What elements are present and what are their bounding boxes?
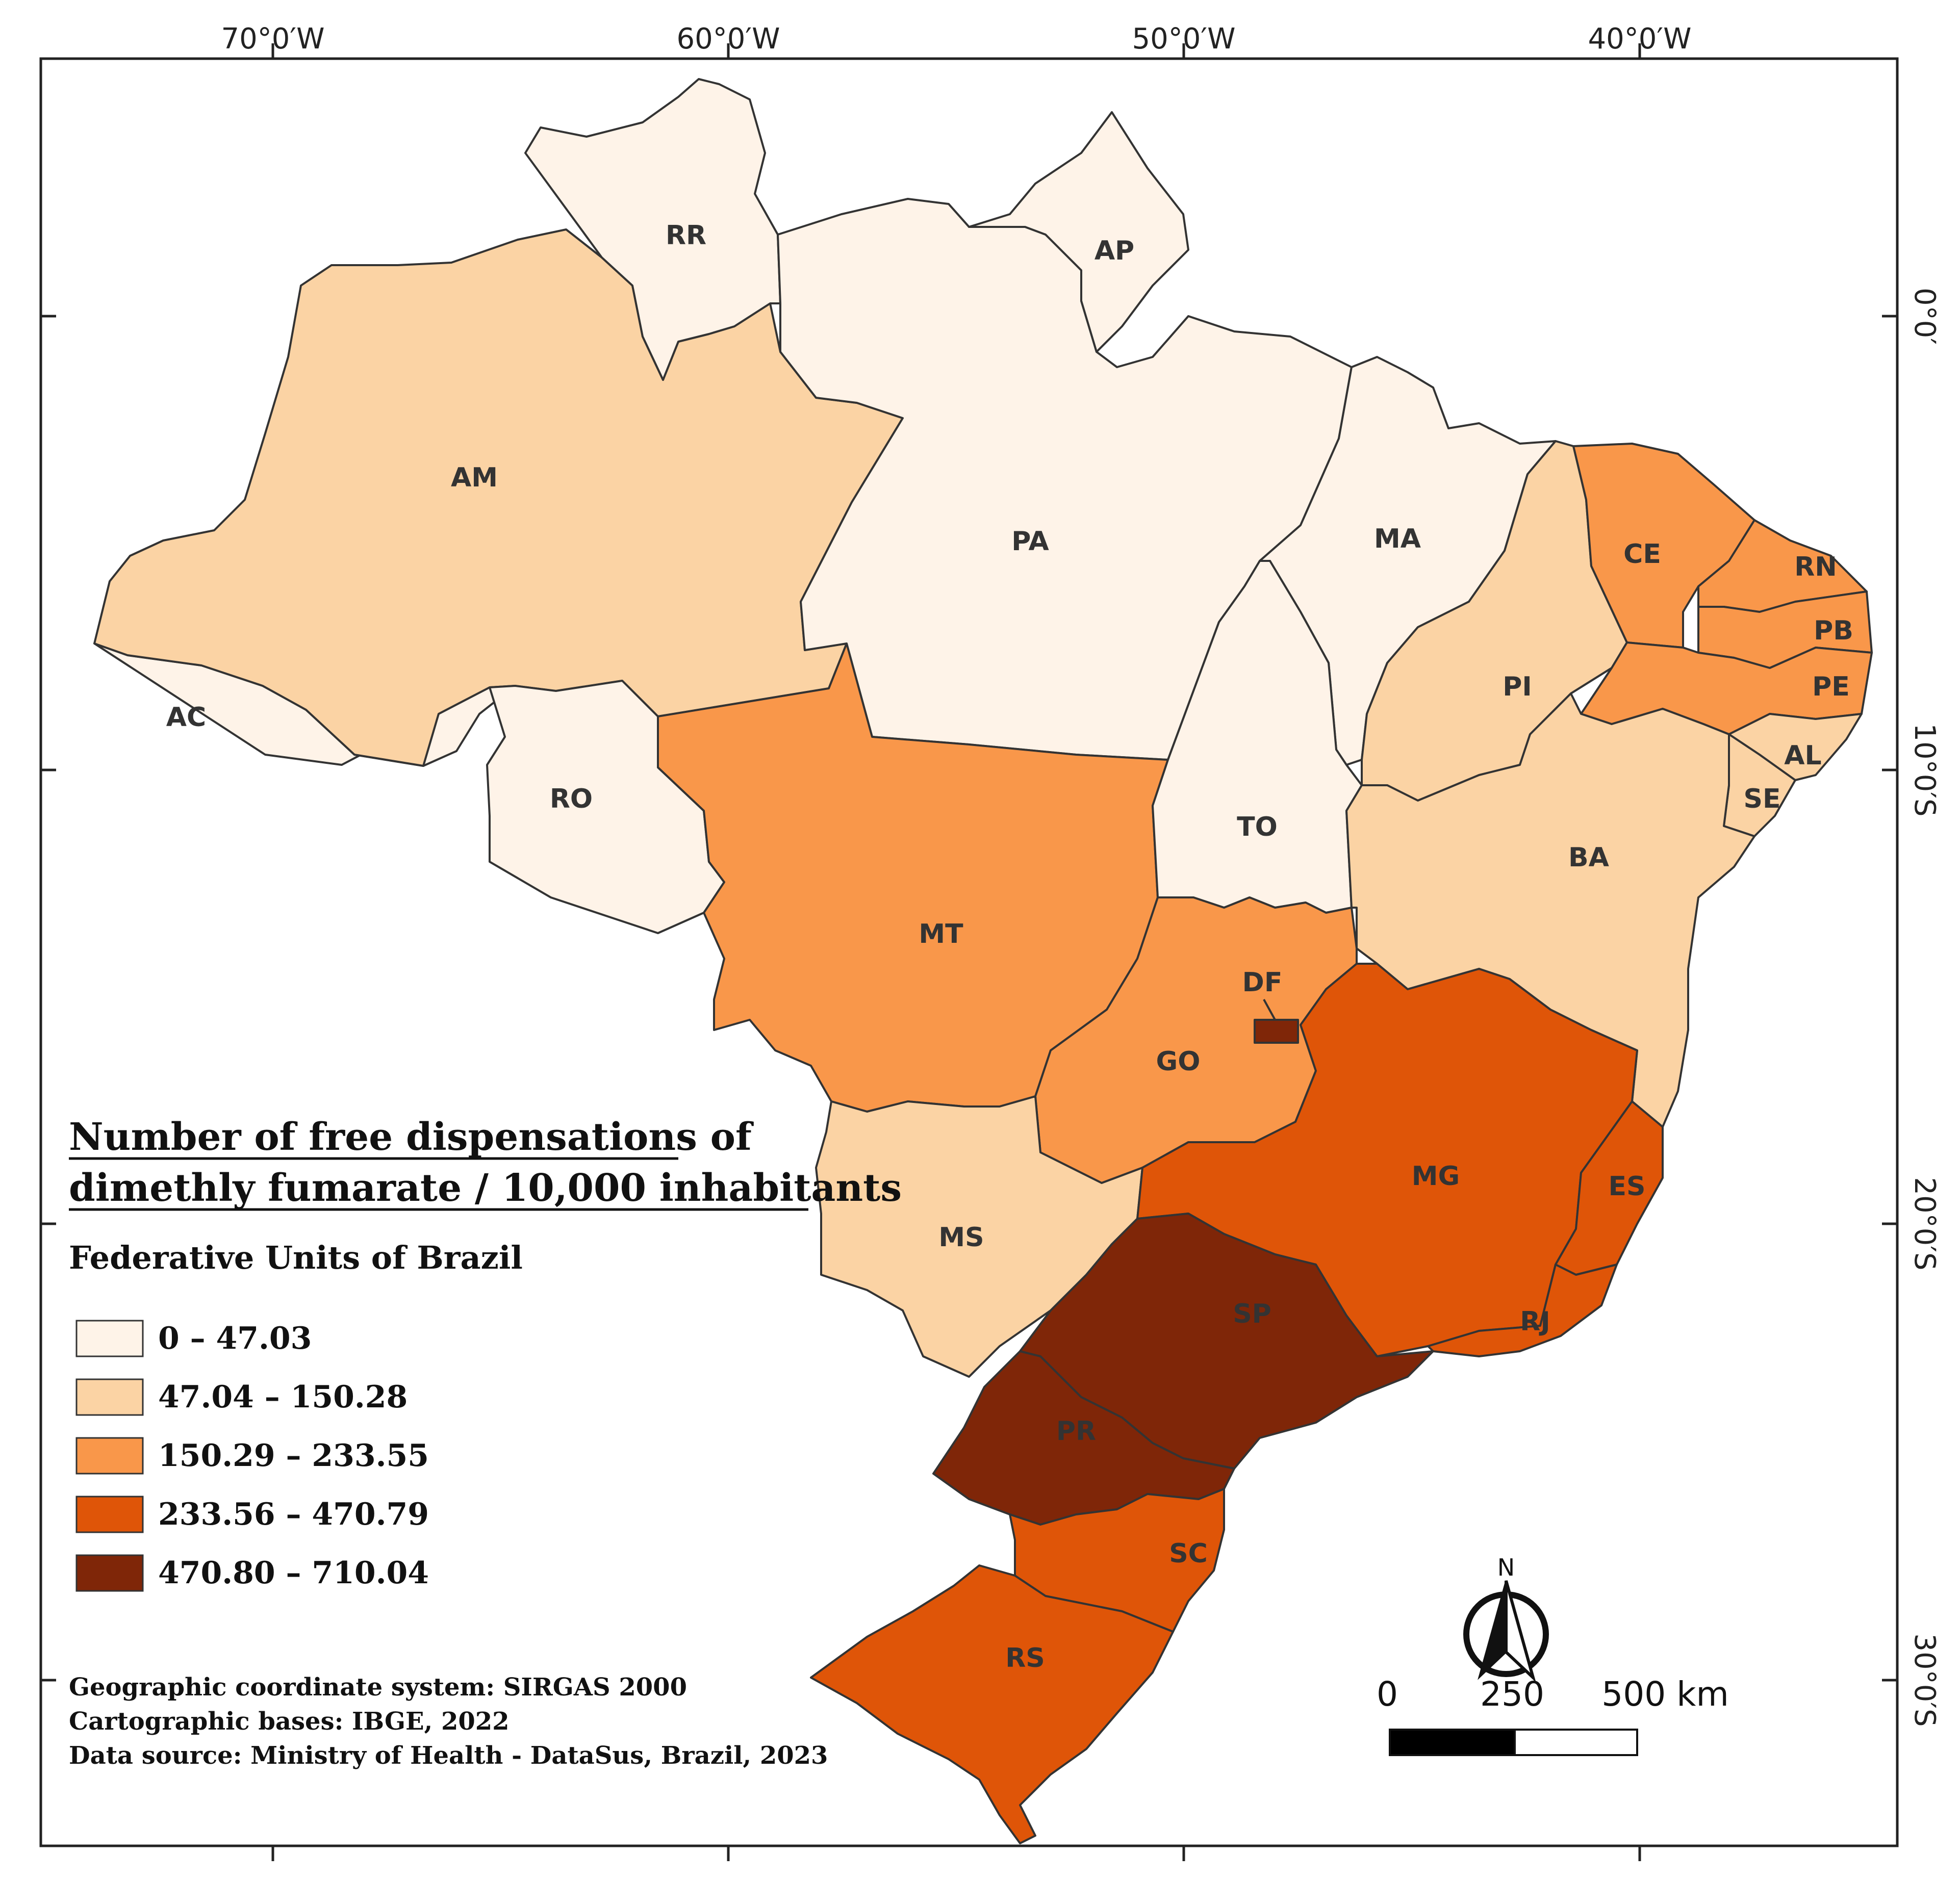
legend-title-line2: dimethly fumarate / 10,000 inhabitants xyxy=(69,1166,902,1210)
scale-bar-white-segment xyxy=(1514,1729,1638,1756)
longitude-label-40w: 40°0′W xyxy=(1588,22,1692,56)
state-label-sp: SP xyxy=(1233,1299,1271,1329)
state-df xyxy=(1254,1019,1299,1044)
legend: Number of free dispensations of dimethly… xyxy=(69,1115,902,1592)
state-rr xyxy=(524,78,781,381)
state-label-rs: RS xyxy=(1005,1643,1045,1674)
state-label-pi: PI xyxy=(1503,672,1532,702)
state-label-pe: PE xyxy=(1812,672,1850,702)
legend-subtitle: Federative Units of Brazil xyxy=(69,1239,523,1276)
state-label-ce: CE xyxy=(1623,539,1661,570)
state-label-rn: RN xyxy=(1794,552,1837,582)
state-label-ms: MS xyxy=(938,1222,984,1253)
state-label-rr: RR xyxy=(666,220,706,251)
legend-swatch xyxy=(75,1554,144,1592)
legend-swatch xyxy=(75,1320,144,1357)
state-label-mg: MG xyxy=(1412,1161,1460,1192)
credits: Geographic coordinate system: SIRGAS 200… xyxy=(69,1673,828,1770)
state-label-mt: MT xyxy=(919,919,963,949)
legend-label: 150.29 – 233.55 xyxy=(158,1438,429,1474)
state-rj xyxy=(1427,1264,1618,1357)
north-label: N xyxy=(1497,1554,1515,1581)
state-label-ac: AC xyxy=(166,702,206,733)
latitude-label-20s: 20°0′S xyxy=(1908,1177,1941,1270)
state-label-ba: BA xyxy=(1568,842,1609,873)
state-am xyxy=(93,228,904,767)
legend-label: 47.04 – 150.28 xyxy=(158,1379,408,1415)
credit-line: Data source: Ministry of Health - DataSu… xyxy=(69,1741,828,1770)
scale-bar: 0 250 500 km xyxy=(1377,1675,1729,1756)
state-label-es: ES xyxy=(1609,1171,1646,1202)
credit-line: Geographic coordinate system: SIRGAS 200… xyxy=(69,1673,687,1702)
scale-bar-black-segment xyxy=(1389,1729,1516,1756)
state-label-to: TO xyxy=(1237,812,1278,842)
legend-label: 0 – 47.03 xyxy=(158,1321,312,1356)
state-ap xyxy=(968,111,1189,353)
scale-label-500: 500 km xyxy=(1601,1675,1728,1714)
state-rs xyxy=(810,1564,1174,1844)
state-label-go: GO xyxy=(1156,1046,1201,1077)
states-layer xyxy=(93,78,1873,1844)
state-label-am: AM xyxy=(451,462,498,493)
latitude-label-10s: 10°0′S xyxy=(1908,723,1941,816)
state-label-al: AL xyxy=(1784,740,1821,771)
legend-label: 233.56 – 470.79 xyxy=(158,1497,429,1532)
state-label-pa: PA xyxy=(1011,526,1049,557)
state-label-sc: SC xyxy=(1169,1538,1208,1569)
state-label-ro: RO xyxy=(550,784,593,814)
legend-label: 470.80 – 710.04 xyxy=(158,1555,429,1591)
legend-title-line1: Number of free dispensations of xyxy=(69,1115,754,1159)
scale-label-0: 0 xyxy=(1377,1675,1398,1714)
north-arrow-icon: N xyxy=(1463,1554,1549,1683)
legend-swatch xyxy=(75,1378,144,1416)
credit-line: Cartographic bases: IBGE, 2022 xyxy=(69,1707,510,1736)
state-label-df: DF xyxy=(1242,967,1283,998)
longitude-label-50w: 50°0′W xyxy=(1132,22,1236,56)
longitude-label-70w: 70°0′W xyxy=(221,22,325,56)
state-label-se: SE xyxy=(1744,784,1781,814)
longitude-label-60w: 60°0′W xyxy=(677,22,780,56)
state-sp xyxy=(1019,1213,1434,1470)
latitude-label-0: 0°0′ xyxy=(1908,288,1941,345)
state-label-rj: RJ xyxy=(1520,1306,1550,1337)
df-leader-line xyxy=(1263,999,1276,1020)
state-label-pr: PR xyxy=(1056,1416,1096,1447)
state-label-pb: PB xyxy=(1814,615,1853,646)
latitude-label-30s: 30°0′S xyxy=(1908,1633,1941,1727)
scale-label-250: 250 xyxy=(1480,1675,1544,1714)
state-label-ap: AP xyxy=(1094,236,1134,266)
legend-swatch xyxy=(75,1437,144,1475)
state-label-ma: MA xyxy=(1374,524,1421,554)
map-frame xyxy=(39,57,1899,1847)
state-labels: AC AM RR PA AP RO MT MA TO PI CE RN PB P… xyxy=(166,220,1853,1674)
legend-swatch xyxy=(75,1496,144,1533)
coordinate-ticks xyxy=(41,43,1897,1861)
